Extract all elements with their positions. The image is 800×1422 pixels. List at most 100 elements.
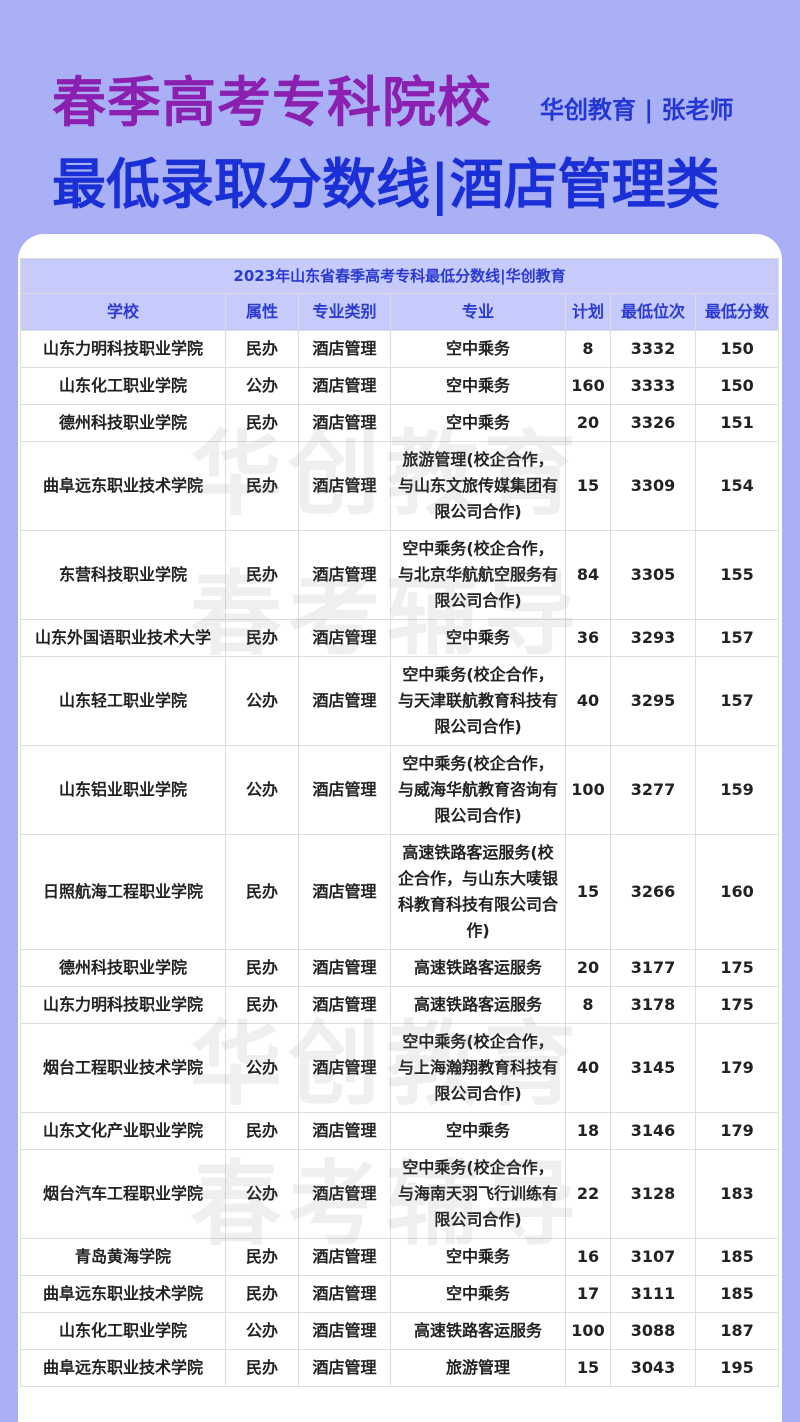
table-cell: 民办	[225, 404, 299, 442]
table-row: 山东化工职业学院 公办 酒店管理 高速铁路客运服务 100 3088 187	[20, 1312, 780, 1350]
column-header: 计划	[565, 293, 611, 331]
author: 华创教育 | 张老师	[540, 96, 734, 124]
table-cell: 公办	[225, 745, 299, 835]
table-cell: 民办	[225, 986, 299, 1024]
table-cell: 空中乘务	[390, 404, 566, 442]
column-header: 学校	[20, 293, 226, 331]
table-cell: 酒店管理	[298, 1275, 391, 1313]
subtitle: 最低录取分数线|酒店管理类	[52, 152, 720, 216]
table-cell: 旅游管理	[390, 1349, 566, 1387]
table-cell: 民办	[225, 330, 299, 368]
table-row: 青岛黄海学院 民办 酒店管理 空中乘务 16 3107 185	[20, 1238, 780, 1276]
table-cell: 84	[565, 530, 611, 620]
table-row: 山东力明科技职业学院 民办 酒店管理 高速铁路客运服务 8 3178 175	[20, 986, 780, 1024]
table-cell: 3305	[610, 530, 696, 620]
table-cell: 40	[565, 1023, 611, 1113]
table-cell: 179	[694, 1023, 780, 1113]
table-cell: 酒店管理	[298, 1349, 391, 1387]
table-row: 东营科技职业学院 民办 酒店管理 空中乘务(校企合作，与北京华航航空服务有限公司合作)…	[20, 530, 780, 620]
table-cell: 高速铁路客运服务(校企合作，与山东大唛银科教育科技有限公司合作)	[390, 834, 566, 950]
table-cell: 酒店管理	[298, 1312, 391, 1350]
table-row: 山东轻工职业学院 公办 酒店管理 空中乘务(校企合作，与天津联航教育科技有限公司合作)…	[20, 656, 780, 746]
table-cell: 空中乘务(校企合作，与威海华航教育咨询有限公司合作)	[390, 745, 566, 835]
table-cell: 151	[694, 404, 780, 442]
column-header: 最低位次	[610, 293, 696, 331]
table-cell: 157	[694, 656, 780, 746]
table-row: 曲阜远东职业技术学院 民办 酒店管理 旅游管理(校企合作，与山东文旅传媒集团有限公司合…	[20, 441, 780, 531]
table-cell: 烟台汽车工程职业学院	[20, 1149, 226, 1239]
table-cell: 德州科技职业学院	[20, 949, 226, 987]
table-cell: 195	[694, 1349, 780, 1387]
table-cell: 曲阜远东职业技术学院	[20, 1349, 226, 1387]
column-header: 专业	[390, 293, 566, 331]
table-cell: 空中乘务(校企合作，与海南天羽飞行训练有限公司合作)	[390, 1149, 566, 1239]
table-head: 2023年山东省春季高考专科最低分数线|华创教育 学校 属性 专业类别 专业 计划 最低位…	[19, 258, 780, 331]
table-cell: 高速铁路客运服务	[390, 1312, 566, 1350]
table-cell: 酒店管理	[298, 834, 391, 950]
table-cell: 185	[694, 1238, 780, 1276]
table-cell: 山东铝业职业学院	[20, 745, 226, 835]
score-table: 2023年山东省春季高考专科最低分数线|华创教育 学校 属性 专业类别 专业 计划 最低位…	[19, 258, 780, 1387]
table-cell: 酒店管理	[298, 1149, 391, 1239]
header-row: 学校 属性 专业类别 专业 计划 最低位次 最低分数	[20, 293, 780, 331]
table-cell: 3107	[610, 1238, 696, 1276]
table-cell: 空中乘务	[390, 367, 566, 405]
table-cell: 15	[565, 441, 611, 531]
title: 春季高考专科院校	[52, 70, 492, 134]
table-row: 曲阜远东职业技术学院 民办 酒店管理 旅游管理 15 3043 195	[20, 1349, 780, 1387]
table-cell: 空中乘务(校企合作，与天津联航教育科技有限公司合作)	[390, 656, 566, 746]
table-cell: 155	[694, 530, 780, 620]
table-cell: 3177	[610, 949, 696, 987]
table-cell: 山东化工职业学院	[20, 367, 226, 405]
table-cell: 酒店管理	[298, 986, 391, 1024]
table-cell: 民办	[225, 441, 299, 531]
table-row: 烟台工程职业技术学院 公办 酒店管理 空中乘务(校企合作，与上海瀚翔教育科技有限公司合…	[20, 1023, 780, 1113]
table-cell: 酒店管理	[298, 1238, 391, 1276]
table-cell: 3111	[610, 1275, 696, 1313]
table-cell: 山东轻工职业学院	[20, 656, 226, 746]
table-caption: 2023年山东省春季高考专科最低分数线|华创教育	[19, 258, 780, 294]
table-row: 日照航海工程职业学院 民办 酒店管理 高速铁路客运服务(校企合作，与山东大唛银科教育科…	[20, 834, 780, 950]
table-cell: 3088	[610, 1312, 696, 1350]
table-cell: 空中乘务	[390, 330, 566, 368]
table-cell: 3293	[610, 619, 696, 657]
table-row: 烟台汽车工程职业学院 公办 酒店管理 空中乘务(校企合作，与海南天羽飞行训练有限公司合…	[20, 1149, 780, 1239]
table-row: 山东化工职业学院 公办 酒店管理 空中乘务 160 3333 150	[20, 367, 780, 405]
table-cell: 175	[694, 986, 780, 1024]
table-cell: 3043	[610, 1349, 696, 1387]
table-cell: 20	[565, 949, 611, 987]
table-cell: 民办	[225, 1349, 299, 1387]
table-cell: 酒店管理	[298, 1023, 391, 1113]
table-cell: 公办	[225, 367, 299, 405]
table-cell: 空中乘务(校企合作，与北京华航航空服务有限公司合作)	[390, 530, 566, 620]
table-row: 山东文化产业职业学院 民办 酒店管理 空中乘务 18 3146 179	[20, 1112, 780, 1150]
table-row: 山东铝业职业学院 公办 酒店管理 空中乘务(校企合作，与威海华航教育咨询有限公司合作)…	[20, 745, 780, 835]
table-cell: 159	[694, 745, 780, 835]
column-header: 最低分数	[694, 293, 780, 331]
table-cell: 3333	[610, 367, 696, 405]
table-cell: 酒店管理	[298, 330, 391, 368]
table-cell: 青岛黄海学院	[20, 1238, 226, 1276]
column-header: 属性	[225, 293, 299, 331]
table-cell: 175	[694, 949, 780, 987]
table-cell: 179	[694, 1112, 780, 1150]
table-body: 山东力明科技职业学院 民办 酒店管理 空中乘务 8 3332 150 山东化工职业学院 公办 酒店…	[20, 330, 780, 1387]
table-cell: 酒店管理	[298, 404, 391, 442]
table-cell: 民办	[225, 530, 299, 620]
table-cell: 15	[565, 834, 611, 950]
table-cell: 酒店管理	[298, 530, 391, 620]
table-cell: 民办	[225, 834, 299, 950]
table-cell: 公办	[225, 656, 299, 746]
table-cell: 酒店管理	[298, 745, 391, 835]
table-cell: 民办	[225, 1112, 299, 1150]
table-cell: 3326	[610, 404, 696, 442]
table-cell: 民办	[225, 1238, 299, 1276]
table-cell: 酒店管理	[298, 656, 391, 746]
table-cell: 3277	[610, 745, 696, 835]
table-cell: 民办	[225, 949, 299, 987]
table-cell: 德州科技职业学院	[20, 404, 226, 442]
table-cell: 185	[694, 1275, 780, 1313]
table-cell: 17	[565, 1275, 611, 1313]
table-cell: 空中乘务	[390, 619, 566, 657]
table-cell: 酒店管理	[298, 1112, 391, 1150]
